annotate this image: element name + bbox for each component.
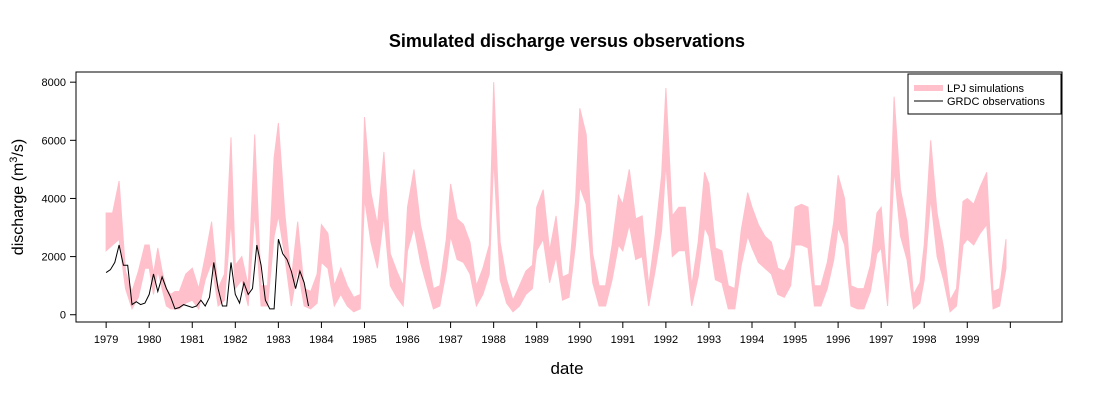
x-tick-label: 1994	[740, 334, 764, 346]
y-tick-label: 2000	[42, 252, 66, 264]
observation-line	[105, 239, 309, 310]
y-axis-label: discharge (m3/s)	[8, 139, 27, 255]
x-tick-label: 1996	[826, 334, 850, 346]
x-tick-label: 1989	[524, 334, 548, 346]
y-tick-label: 6000	[42, 135, 66, 147]
legend-label-simulations: LPJ simulations	[947, 83, 1025, 95]
x-tick-label: 1990	[568, 334, 592, 346]
y-axis: 0 2000 4000 6000 8000	[42, 77, 77, 322]
chart-title: Simulated discharge versus observations	[389, 31, 745, 51]
x-tick-label: 1987	[438, 334, 462, 346]
x-tick-label: 1997	[869, 334, 893, 346]
simulation-band	[105, 82, 1007, 313]
y-tick-label: 8000	[42, 77, 66, 89]
x-tick-label: 1981	[180, 334, 204, 346]
x-tick-label: 1984	[309, 334, 333, 346]
x-tick-label: 1988	[481, 334, 505, 346]
x-tick-label: 1986	[395, 334, 419, 346]
x-tick-label: 1980	[137, 334, 161, 346]
y-tick-label: 4000	[42, 193, 66, 205]
x-tick-label: 1983	[266, 334, 290, 346]
x-tick-label: 1985	[352, 334, 376, 346]
x-tick-label: 1999	[955, 334, 979, 346]
x-tick-label: 1991	[611, 334, 635, 346]
x-tick-label: 1992	[654, 334, 678, 346]
legend-label-observations: GRDC observations	[947, 96, 1045, 108]
y-tick-label: 0	[60, 310, 66, 322]
x-axis-label: date	[550, 359, 583, 378]
x-tick-label: 1998	[912, 334, 936, 346]
legend-box	[907, 73, 1062, 115]
x-tick-label: 1979	[94, 334, 118, 346]
x-tick-label: 1995	[783, 334, 807, 346]
legend: LPJ simulations GRDC observations	[907, 73, 1062, 115]
x-axis: 1979 1980 1981 1982 1983 1984 1985 1986 1987 1988…	[94, 321, 1011, 346]
x-tick-label: 1993	[697, 334, 721, 346]
x-tick-label: 1982	[223, 334, 247, 346]
